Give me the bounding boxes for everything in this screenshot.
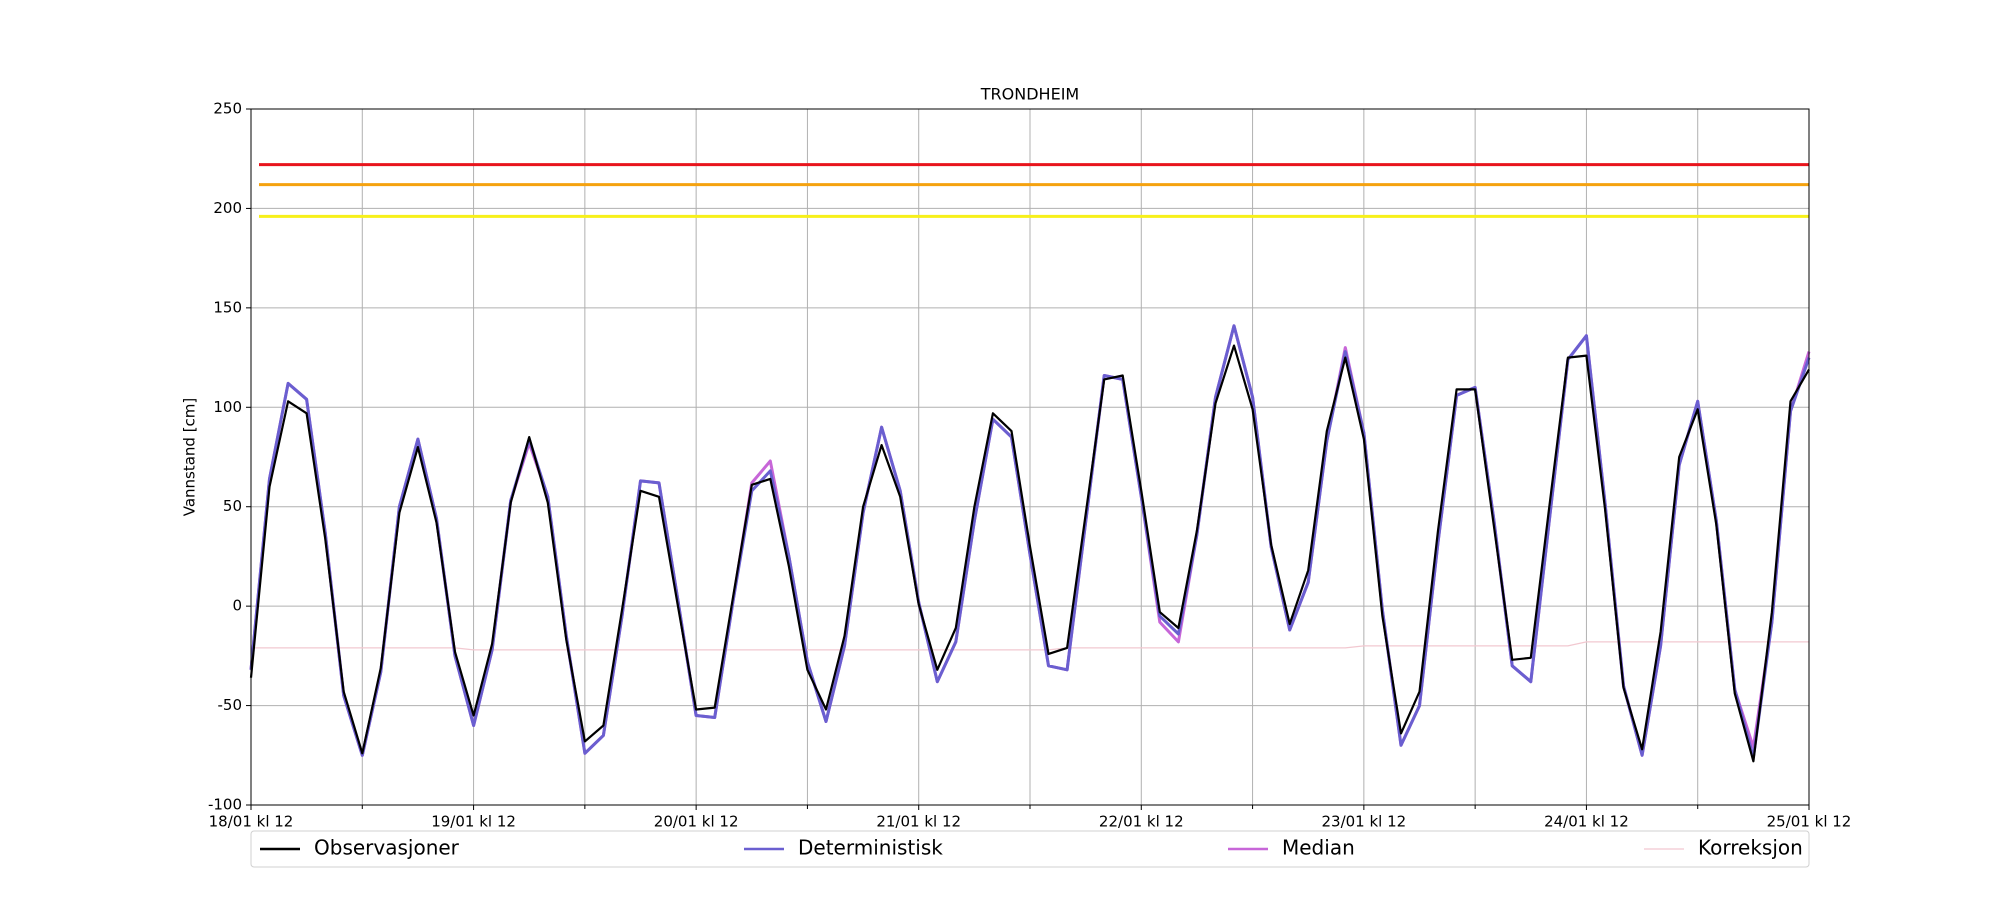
y-tick-label: 100 — [213, 398, 242, 416]
y-tick-label: 200 — [213, 199, 242, 217]
y-tick-label: 50 — [223, 497, 242, 515]
y-axis-label: Vannstand [cm] — [181, 398, 199, 517]
legend-label: Observasjoner — [314, 836, 460, 860]
series-line — [251, 641, 1809, 651]
series-line — [249, 344, 1810, 763]
y-tick-label: -100 — [208, 796, 242, 814]
x-tick-label: 18/01 kl 12 — [209, 813, 294, 831]
x-tick-label: 22/01 kl 12 — [1099, 813, 1184, 831]
legend-box — [250, 830, 1810, 868]
x-tick-label: 23/01 kl 12 — [1321, 813, 1406, 831]
y-tick-label: 250 — [213, 100, 242, 118]
x-tick-label: 24/01 kl 12 — [1544, 813, 1629, 831]
legend-label: Deterministisk — [798, 836, 943, 860]
legend-label: Median — [1282, 836, 1355, 860]
y-tick-label: 0 — [232, 597, 242, 615]
x-tick-label: 19/01 kl 12 — [431, 813, 516, 831]
x-tick-label: 21/01 kl 12 — [876, 813, 961, 831]
y-tick-label: 150 — [213, 298, 242, 316]
x-tick-label: 20/01 kl 12 — [654, 813, 739, 831]
x-tick-label: 25/01 kl 12 — [1767, 813, 1852, 831]
y-tick-label: -50 — [218, 696, 243, 714]
plot-frame — [250, 108, 1810, 806]
chart-title: TRONDHEIM — [980, 85, 1079, 104]
legend-label: Korreksjon — [1698, 836, 1803, 860]
